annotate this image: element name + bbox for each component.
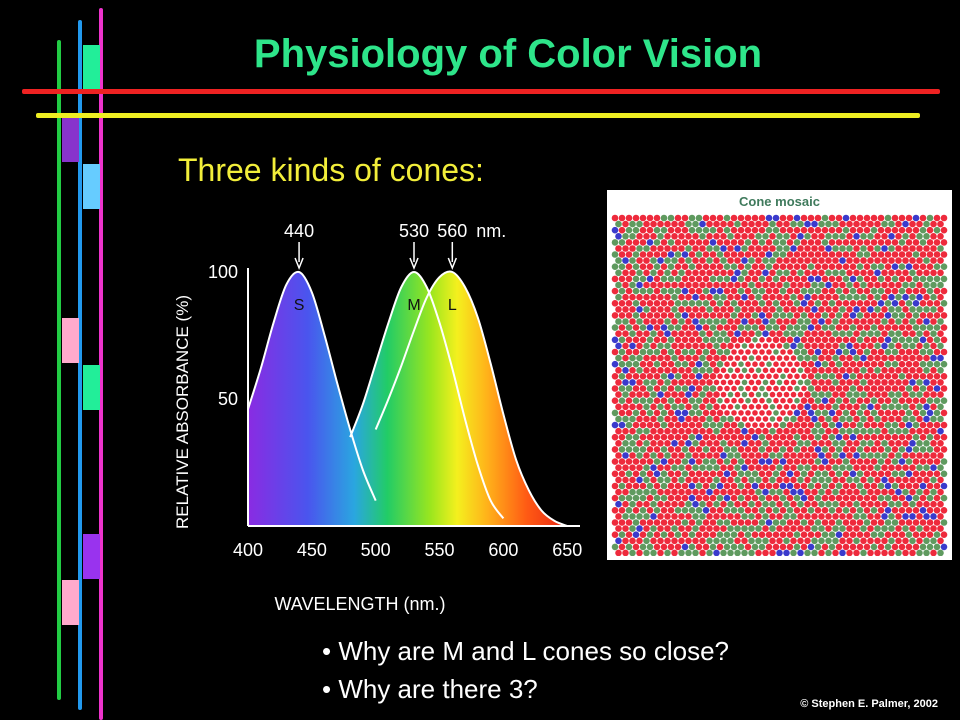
peak-arrowhead-L	[447, 257, 458, 271]
yellow-horizontal-rule	[36, 113, 920, 118]
absorbance-curve-S	[247, 270, 377, 501]
x-tick-label: 400	[233, 540, 263, 560]
x-tick-label: 500	[361, 540, 391, 560]
page-title: Physiology of Color Vision	[253, 32, 763, 76]
y-tick-label: 100	[208, 262, 238, 282]
red-horizontal-rule	[22, 89, 940, 94]
swatch-cyan	[83, 164, 100, 209]
series-label-M: M	[407, 297, 420, 314]
peak-arrowhead-M	[409, 257, 419, 271]
absorbance-chart: 400 450 500 550 600 650 100 50 440 530 560 nm. S M…	[173, 221, 582, 614]
green-vertical-line	[57, 40, 61, 700]
question-item-1: Why are M and L cones so close?	[322, 632, 729, 670]
peak-arrowhead-S	[294, 257, 304, 271]
swatch-green-2	[83, 365, 100, 410]
cone-mosaic-label: Cone mosaic	[739, 194, 820, 209]
peak-label-L: 560	[437, 221, 467, 241]
peak-unit-label: nm.	[476, 221, 506, 241]
cone-mosaic-dots	[611, 214, 948, 556]
y-tick-label: 50	[218, 389, 238, 409]
series-label-S: S	[294, 297, 305, 314]
x-tick-label: 550	[425, 540, 455, 560]
question-list: Why are M and L cones so close? Why are …	[322, 632, 729, 708]
x-tick-label: 450	[297, 540, 327, 560]
x-tick-label: 600	[488, 540, 518, 560]
y-axis-label: RELATIVE ABSORBANCE (%)	[173, 295, 192, 529]
absorbance-curve-M	[349, 270, 505, 519]
swatch-green-1	[83, 45, 100, 90]
absorbance-area-L	[375, 271, 568, 526]
x-tick-label: 650	[552, 540, 582, 560]
peak-label-S: 440	[284, 221, 314, 241]
absorbance-area-S	[248, 271, 376, 526]
copyright-credit: © Stephen E. Palmer, 2002	[800, 698, 938, 710]
swatch-pink-2	[62, 580, 79, 625]
blue-vertical-line	[78, 20, 82, 710]
swatch-purple-1	[62, 117, 79, 162]
magenta-vertical-line	[99, 8, 103, 720]
peak-label-M: 530	[399, 221, 429, 241]
swatch-pink-1	[62, 318, 79, 363]
x-axis-label: WAVELENGTH (nm.)	[274, 594, 445, 614]
absorbance-curve-L	[374, 270, 568, 527]
cone-mosaic-image: Cone mosaic	[607, 190, 952, 560]
section-subtitle: Three kinds of cones:	[178, 152, 484, 188]
question-item-2: Why are there 3?	[322, 670, 729, 708]
series-label-L: L	[448, 297, 457, 314]
swatch-purple-2	[83, 534, 100, 579]
